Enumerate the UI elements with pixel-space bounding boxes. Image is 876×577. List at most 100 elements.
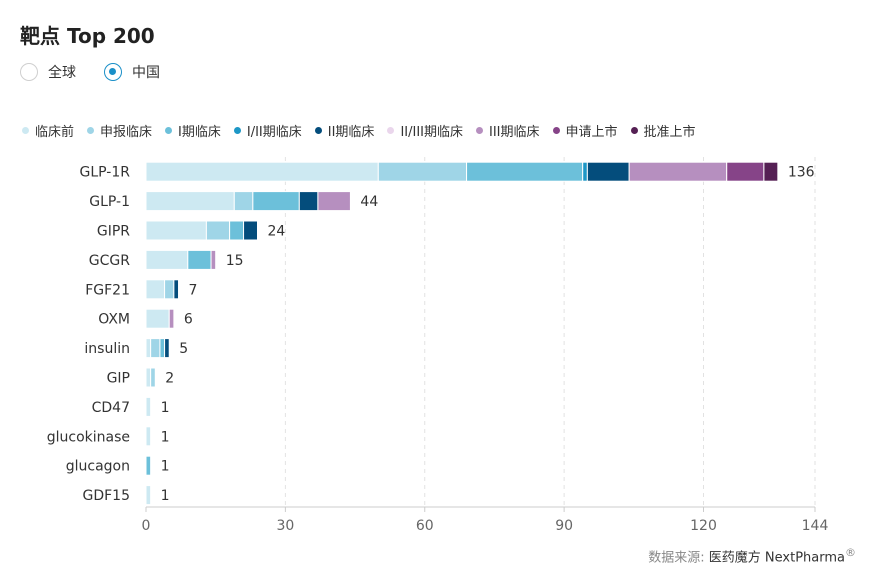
legend-dot-icon [552,127,560,134]
legend-item[interactable]: 申请上市 [552,121,618,140]
category-label: glucokinase [47,429,130,445]
category-label: GCGR [89,253,130,269]
bar-segment [145,279,166,300]
bar-total-label: 6 [184,312,193,328]
bar-segment [145,367,152,388]
x-tick-label: 60 [416,518,434,534]
x-tick-label: 90 [555,518,573,534]
bar-segment [145,396,152,417]
bar-segment [298,191,319,212]
bar-segment [145,455,152,476]
legend-dot-icon [630,127,638,134]
bar-total-label: 1 [161,488,170,504]
bar-total-label: 136 [788,165,815,181]
region-option-label: 中国 [132,65,160,81]
legend-label: 批准上市 [643,125,696,140]
bar-segment [233,191,254,212]
bar-segment [205,220,231,241]
bar-total-label: 5 [179,341,188,357]
legend-dot-icon [87,127,95,134]
bar-segment [145,485,152,506]
category-label: FGF21 [85,282,130,298]
chart-legend: 临床前 申报临床 I期临床 I/II期临床 II期临床 II/III期临床 III期临床 申请… [22,121,696,140]
registered-mark: ® [845,546,856,559]
bar-segment [145,220,207,241]
bar-total-label: 1 [161,429,170,445]
category-label: GIP [107,371,130,387]
source-brand: 医药魔方 NextPharma [708,550,845,566]
bar-segment [187,249,212,270]
bar-segment [586,161,630,182]
x-tick-label: 120 [690,518,717,534]
category-label: CD47 [92,400,130,416]
legend-dot-icon [233,127,241,134]
bar-segment [159,338,166,359]
legend-item[interactable]: I/II期临床 [233,121,302,140]
legend-item[interactable]: 临床前 [22,121,74,140]
bar-segment [150,338,161,359]
bar-segment [252,191,300,212]
bar-total-label: 7 [189,282,198,298]
bar-segment [145,426,152,447]
bar-segment [168,308,175,329]
bar-segment [173,279,180,300]
legend-dot-icon [314,127,322,134]
page-title: 靶点 Top 200 [20,24,155,48]
bar-segment [726,161,765,182]
legend-item[interactable]: II期临床 [314,121,375,140]
bar-segment [377,161,468,182]
region-option-china[interactable]: 中国 [104,62,160,82]
bar-segment [145,161,379,182]
legend-label: II期临床 [327,125,375,140]
legend-item[interactable]: 申报临床 [87,121,152,140]
x-tick-label: 0 [142,518,151,534]
legend-item[interactable]: III期临床 [476,121,540,140]
bar-segment [150,367,156,388]
category-label: GIPR [97,224,130,240]
bar-segment [229,220,245,241]
x-tick-label: 30 [276,518,294,534]
legend-label: II/III期临床 [400,125,463,140]
legend-dot-icon [22,127,29,134]
legend-dot-icon [165,127,173,134]
bar-segment [243,220,258,241]
category-label: GLP-1R [80,165,131,181]
bar-segment [628,161,728,182]
bar-segment [145,338,152,359]
legend-item[interactable]: I期临床 [165,121,221,140]
category-label: GLP-1 [89,194,130,210]
bar-segment [145,308,170,329]
region-selector: 全球 中国 [20,62,160,82]
bar-total-label: 1 [161,459,170,475]
data-source: 数据来源: 医药魔方 NextPharma® [648,546,856,565]
bar-segment [145,249,189,270]
category-label: insulin [84,341,130,357]
legend-item[interactable]: II/III期临床 [387,121,463,140]
legend-label: 申请上市 [565,125,618,140]
bar-total-label: 24 [268,224,286,240]
radio-unchecked-icon[interactable] [20,63,38,81]
bar-segment [145,191,235,212]
region-option-global[interactable]: 全球 [20,62,76,82]
legend-item[interactable]: 批准上市 [630,121,696,140]
legend-label: I期临床 [178,125,221,140]
category-label: OXM [98,312,130,328]
legend-dot-icon [387,127,395,134]
bar-segment [466,161,584,182]
legend-label: 申报临床 [100,125,153,140]
bar-segment [317,191,351,212]
legend-label: I/II期临床 [246,125,302,140]
source-label: 数据来源: [648,550,705,566]
bar-total-label: 15 [226,253,244,269]
bar-segment [164,338,170,359]
bar-segment [763,161,779,182]
category-label: GDF15 [83,488,131,504]
radio-checked-icon[interactable] [104,63,122,81]
bar-segment [164,279,175,300]
category-label: glucagon [66,459,130,475]
bar-segment [582,161,588,182]
region-option-label: 全球 [48,65,76,81]
bar-segment [210,249,217,270]
legend-label: III期临床 [489,125,540,140]
